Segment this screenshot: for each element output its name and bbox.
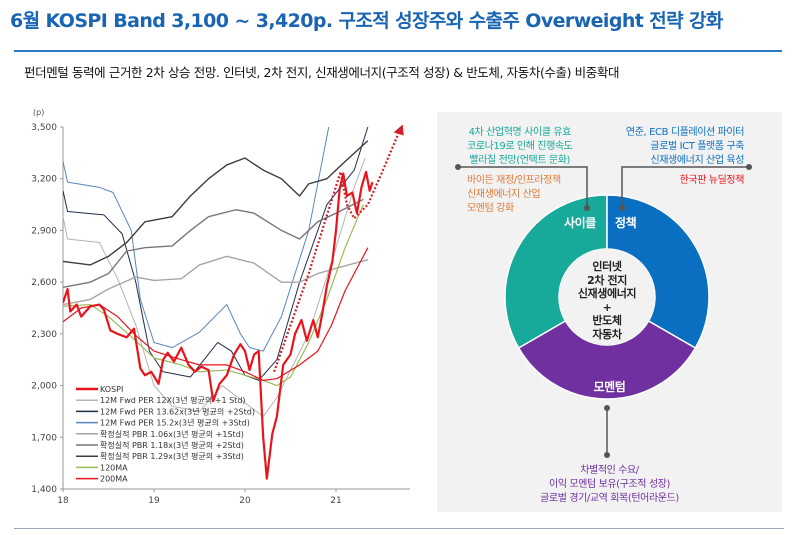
- cycle-connector: [458, 166, 588, 208]
- series-line-4: [63, 255, 369, 306]
- y-tick-label: 2,300: [31, 330, 57, 340]
- kospi-band-chart: (p) 1,400 1,700 2,000 2,300 2,600 2,900 3,200 3,…: [31, 108, 410, 506]
- legend-label: KOSPI: [100, 385, 123, 394]
- y-tick-label: 3,500: [31, 123, 57, 133]
- connector-dot: [604, 405, 610, 411]
- segment-label-policy: 정책: [615, 216, 637, 230]
- trend-arrow-line: [273, 130, 401, 373]
- note-line: 글로벌 경기/교역 회복(턴어라운드): [540, 493, 679, 504]
- connector-dot: [455, 164, 461, 170]
- note-line: 빨라질 전망(언택트 문화): [469, 155, 571, 166]
- page-title: 6월 KOSPI Band 3,100 ~ 3,420p. 구조적 성장주와 수…: [10, 10, 723, 32]
- note-line: 모멘텀 강화: [467, 203, 514, 214]
- title-divider: [14, 50, 782, 52]
- policy-notes-bottom: 한국판 뉴딜정책: [679, 174, 745, 188]
- series-line-5: [63, 198, 364, 289]
- center-line: 반도체: [592, 314, 622, 327]
- policy-connector: [621, 166, 749, 208]
- y-unit-label: (p): [33, 108, 44, 117]
- segment-label-cycle: 사이클: [564, 216, 596, 230]
- y-tick-label: 2,000: [31, 382, 57, 392]
- cycle-notes-bottom: 바이든 재정/인프라정책 신재생에너지 산업 모멘텀 강화: [467, 174, 561, 216]
- series-line-2: [63, 127, 369, 381]
- bottom-divider: [14, 528, 784, 529]
- donut-center-text: 인터넷 2차 전지 신재생에너지 + 반도체 자동차: [557, 260, 657, 341]
- center-line: 신재생에너지: [577, 287, 637, 300]
- y-tick-label: 2,600: [31, 278, 57, 288]
- legend-label: 확정실적 PBR 1.18x(3년 평균의 +2Std): [100, 440, 244, 450]
- x-tick-label: 19: [148, 496, 160, 506]
- series-line-7: [63, 204, 364, 387]
- donut-panel: 4차 산업혁명 사이클 유효 코로나19로 인해 진행속도 빨라질 전망(언택트…: [437, 112, 782, 512]
- series-line-8: [63, 247, 369, 381]
- note-line: 신재생에너지 산업: [467, 189, 541, 200]
- legend-label: 120MA: [100, 463, 128, 472]
- center-line: 자동차: [592, 327, 622, 341]
- center-line: 2차 전지: [587, 273, 627, 287]
- note-line: 바이든 재정/인프라정책: [467, 175, 561, 186]
- connector-dot: [584, 205, 590, 211]
- center-line: 인터넷: [592, 260, 622, 273]
- momentum-notes: 차별적인 수요/ 이익 모멘텀 보유(구조적 성장) 글로벌 경기/교역 회복(…: [437, 464, 782, 506]
- note-line: 글로벌 ICT 플랫폼 구축: [650, 141, 744, 152]
- legend-label: 확정실적 PBR 1.06x(3년 평균의 +1Std): [100, 429, 244, 439]
- donut-hole: [559, 249, 655, 345]
- note-line: 이익 모멘텀 보유(구조적 성장): [549, 479, 670, 490]
- y-tick-label: 1,700: [31, 433, 57, 443]
- x-tick-label: 18: [57, 496, 69, 506]
- legend-label: 12M Fwd PER 12X(3년 평균의 +1 Std): [100, 395, 246, 405]
- legend-label: 확정실적 PBR 1.29x(3년 평균의 +3Std): [100, 451, 244, 461]
- x-tick-label: 21: [330, 496, 341, 506]
- x-tick-label: 20: [239, 496, 251, 506]
- note-line: 4차 산업혁명 사이클 유효: [468, 127, 572, 138]
- connector-dot: [619, 205, 625, 211]
- page-subtitle: 펀더멘털 동력에 근거한 2차 상승 전망. 인터넷, 2차 전지, 신재생에너…: [24, 65, 620, 80]
- series-line-3: [63, 127, 330, 352]
- donut-chart: [455, 164, 752, 458]
- center-line: +: [602, 300, 612, 314]
- series-line-0: [63, 170, 374, 480]
- series-line-6: [63, 140, 369, 266]
- y-tick-label: 1,400: [31, 485, 57, 495]
- y-tick-label: 3,200: [31, 175, 57, 185]
- cycle-notes-top: 4차 산업혁명 사이클 유효 코로나19로 인해 진행속도 빨라질 전망(언택트…: [467, 126, 573, 168]
- note-line: 한국판 뉴딜정책: [679, 175, 745, 186]
- note-line: 신재생에너지 산업 육성: [650, 155, 744, 166]
- note-line: 연준, ECB 디플레이션 파이터: [625, 127, 744, 138]
- legend-label: 12M Fwd PER 13.62x(3년 평균의 +2Std): [100, 406, 255, 416]
- note-line: 차별적인 수요/: [580, 465, 639, 476]
- connector-dot: [604, 452, 610, 458]
- policy-notes-top: 연준, ECB 디플레이션 파이터 글로벌 ICT 플랫폼 구축 신재생에너지 …: [626, 126, 744, 168]
- legend-label: 200MA: [100, 475, 128, 484]
- note-line: 코로나19로 인해 진행속도: [467, 141, 573, 152]
- connector-dot: [746, 164, 752, 170]
- series-line-1: [63, 157, 366, 418]
- legend-label: 12M Fwd PER 15.2x(3년 평균의 +3Std): [100, 418, 250, 428]
- y-tick-label: 2,900: [31, 226, 57, 236]
- trend-arrow-head: [393, 124, 404, 136]
- segment-label-momentum: 모멘텀: [593, 380, 626, 394]
